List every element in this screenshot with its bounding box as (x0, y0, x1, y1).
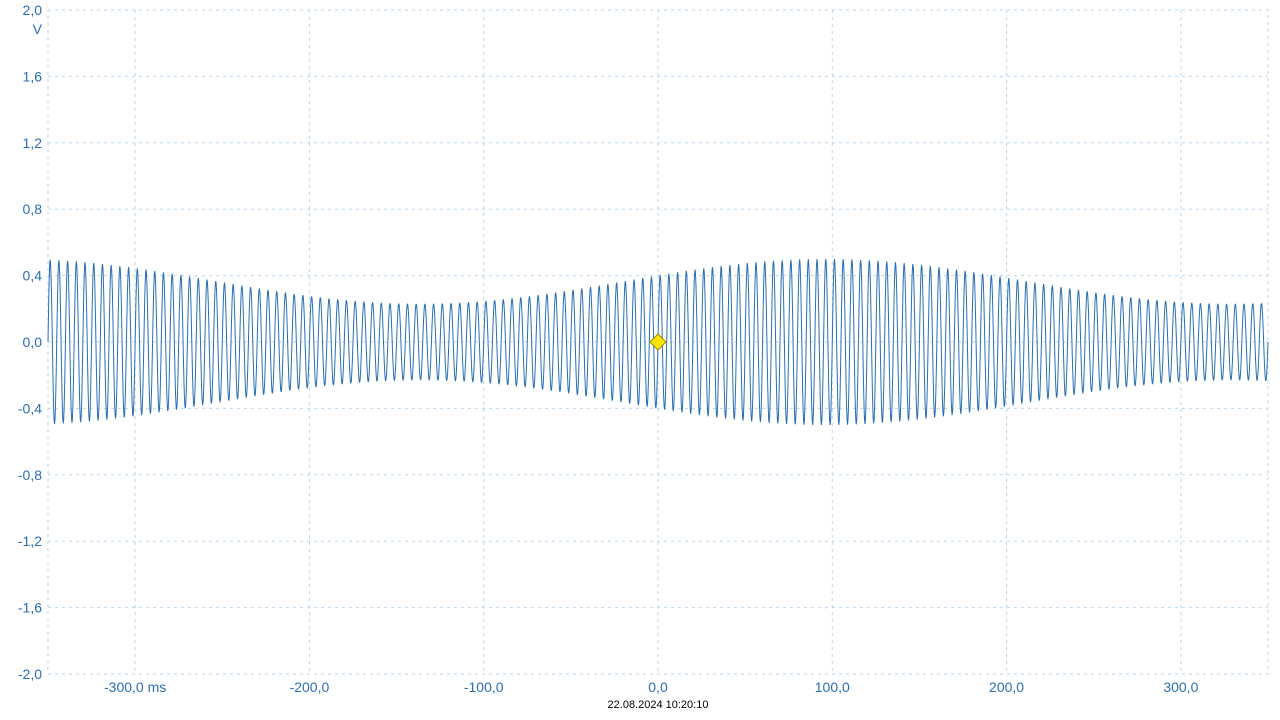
y-tick-label: -0,8 (18, 467, 42, 483)
x-tick-label: -100,0 (464, 679, 504, 695)
y-tick-label: 1,2 (23, 135, 43, 151)
y-tick-label: -0,4 (18, 400, 42, 416)
x-tick-label: 100,0 (815, 679, 850, 695)
x-tick-label: -200,0 (290, 679, 330, 695)
y-tick-label: -1,2 (18, 533, 42, 549)
x-tick-label: -300,0 ms (104, 679, 166, 695)
y-unit-label: V (33, 21, 43, 37)
y-tick-label: 0,0 (23, 334, 43, 350)
y-tick-label: -2,0 (18, 666, 42, 682)
x-tick-label: 0,0 (648, 679, 668, 695)
oscilloscope-chart: -2,0 -1,6 -1,2 -0,8 -0,4 0,0 0,4 0,8 1,2 1,6 2,0 V -… (0, 0, 1280, 720)
chart-svg: -2,0 -1,6 -1,2 -0,8 -0,4 0,0 0,4 0,8 1,2 1,6 2,0 V -… (0, 0, 1280, 720)
timestamp-label: 22.08.2024 10:20:10 (608, 699, 709, 711)
y-tick-label: 0,4 (23, 268, 43, 284)
y-tick-label: 0,8 (23, 201, 43, 217)
y-tick-label: -1,6 (18, 600, 42, 616)
y-tick-label: 2,0 (23, 2, 43, 18)
x-tick-label: 300,0 (1163, 679, 1198, 695)
x-tick-label: 200,0 (989, 679, 1024, 695)
y-tick-label: 1,6 (23, 68, 43, 84)
